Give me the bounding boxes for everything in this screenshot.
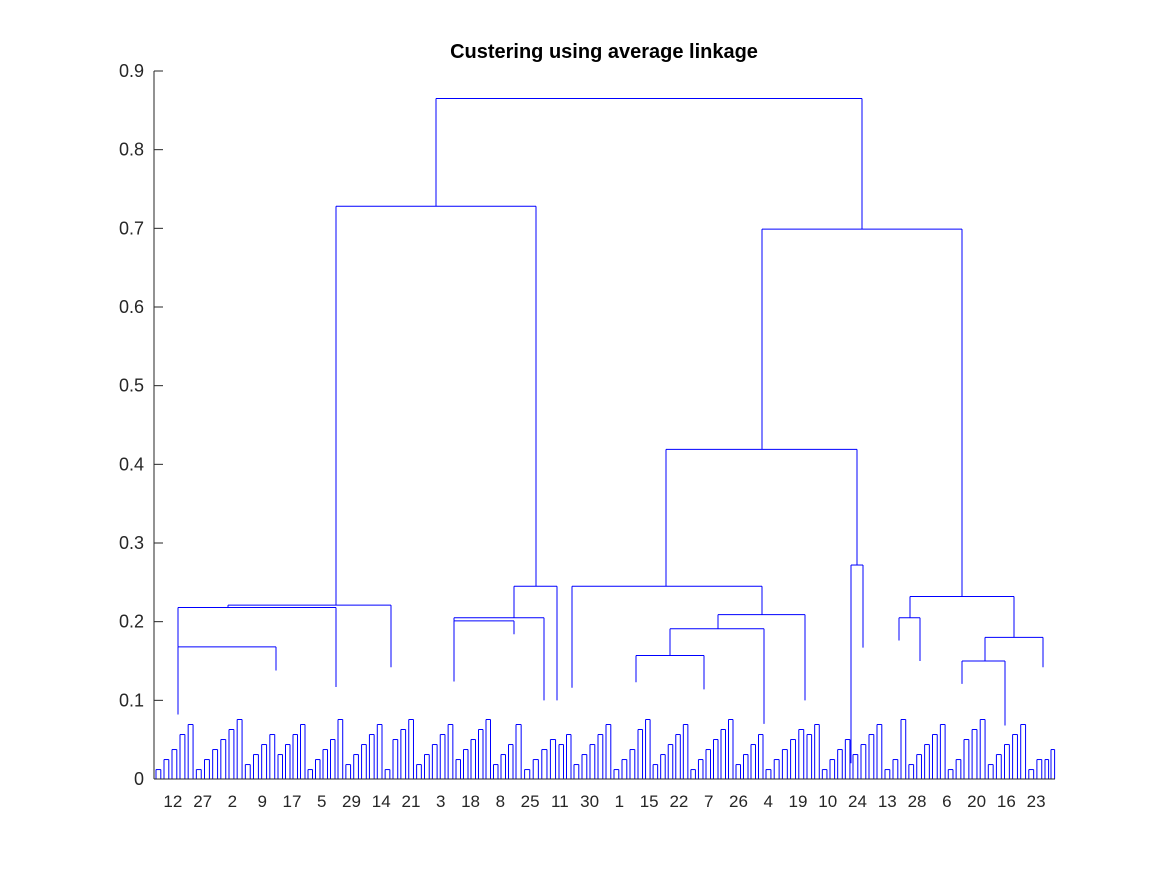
leaf-label: 9 <box>257 792 266 811</box>
y-tick-label: 0.3 <box>119 533 144 553</box>
y-tick-label: 0 <box>134 769 144 789</box>
leaf-label: 13 <box>878 792 897 811</box>
leaf-label: 19 <box>789 792 808 811</box>
y-tick-label: 0.8 <box>119 140 144 160</box>
leaf-label: 29 <box>342 792 361 811</box>
leaf-label: 18 <box>461 792 480 811</box>
leaf-label: 10 <box>818 792 837 811</box>
leaf-label: 25 <box>521 792 540 811</box>
leaf-label: 21 <box>402 792 421 811</box>
leaf-label: 17 <box>282 792 301 811</box>
axes: 00.10.20.30.40.50.60.70.80.912 27 2 9 17 5 29 1… <box>119 61 1055 811</box>
leaf-label: 24 <box>848 792 867 811</box>
leaf-label: 14 <box>372 792 391 811</box>
leaf-label: 20 <box>967 792 986 811</box>
leaf-label: 26 <box>729 792 748 811</box>
dendrogram-links <box>155 98 1056 779</box>
y-tick-label: 0.7 <box>119 218 144 238</box>
leaf-label: 2 <box>228 792 237 811</box>
leaf-label: 23 <box>1027 792 1046 811</box>
leaf-label: 27 <box>193 792 212 811</box>
chart-title: Custering using average linkage <box>450 41 758 63</box>
y-tick-label: 0.6 <box>119 297 144 317</box>
leaf-label: 5 <box>317 792 326 811</box>
leaf-label: 1 <box>615 792 624 811</box>
leaf-label: 30 <box>580 792 599 811</box>
leaf-label: 16 <box>997 792 1016 811</box>
leaf-label: 28 <box>908 792 927 811</box>
leaf-label: 15 <box>640 792 659 811</box>
leaf-label: 3 <box>436 792 445 811</box>
y-tick-label: 0.5 <box>119 376 144 396</box>
leaf-label: 22 <box>669 792 688 811</box>
y-tick-label: 0.1 <box>119 690 144 710</box>
leaf-label: 8 <box>496 792 505 811</box>
leaf-label: 12 <box>163 792 182 811</box>
y-tick-label: 0.4 <box>119 454 144 474</box>
leaf-label: 6 <box>942 792 951 811</box>
y-tick-label: 0.2 <box>119 612 144 632</box>
leaf-label: 11 <box>551 792 569 811</box>
y-tick-label: 0.9 <box>119 61 144 81</box>
leaf-label: 7 <box>704 792 713 811</box>
leaf-label: 4 <box>763 792 772 811</box>
